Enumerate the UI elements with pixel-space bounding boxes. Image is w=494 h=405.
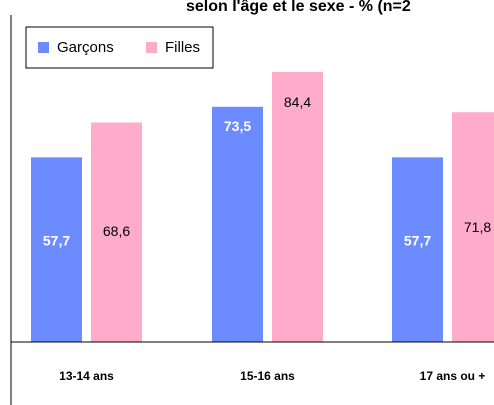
value-label-filles-3: 71,8 bbox=[464, 219, 491, 235]
value-label-garcons-1: 57,7 bbox=[43, 232, 70, 248]
x-tick-label-2: 15-16 ans bbox=[240, 369, 295, 383]
bar-garcons-3 bbox=[392, 157, 443, 342]
bars-layer bbox=[31, 71, 494, 343]
x-tick-label-1: 13-14 ans bbox=[59, 369, 114, 383]
value-label-garcons-3: 57,7 bbox=[404, 232, 431, 248]
legend-label-filles: Filles bbox=[165, 39, 200, 56]
bar-garcons-1 bbox=[31, 157, 82, 342]
bar-filles-3 bbox=[452, 112, 494, 343]
legend-swatch-garcons bbox=[38, 42, 49, 53]
chart-title: selon l'âge et le sexe - % (n=2 bbox=[186, 0, 411, 15]
value-label-filles-2: 84,4 bbox=[284, 94, 311, 110]
legend-box bbox=[25, 26, 214, 69]
legend: Garçons Filles bbox=[25, 26, 214, 69]
bar-filles-1 bbox=[91, 122, 142, 342]
legend-swatch-filles bbox=[146, 42, 157, 53]
legend-label-garcons: Garçons bbox=[57, 39, 114, 56]
bar-filles-2 bbox=[272, 71, 323, 343]
x-tick-label-3: 17 ans ou + bbox=[420, 369, 486, 383]
labels-layer: 57,7 68,6 13-14 ans 73,5 84,4 15-16 ans 57,7 71… bbox=[43, 94, 491, 383]
bar-garcons-2 bbox=[212, 106, 263, 342]
value-label-filles-1: 68,6 bbox=[103, 223, 130, 239]
value-label-garcons-2: 73,5 bbox=[224, 118, 251, 134]
